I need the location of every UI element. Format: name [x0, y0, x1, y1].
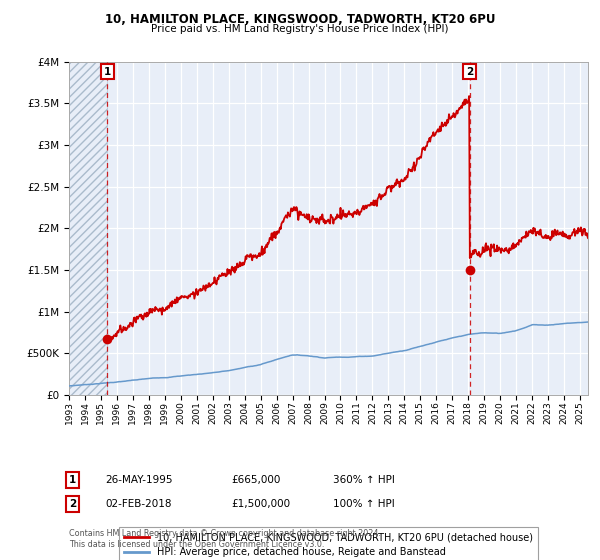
Text: Price paid vs. HM Land Registry's House Price Index (HPI): Price paid vs. HM Land Registry's House …	[151, 24, 449, 34]
Text: 360% ↑ HPI: 360% ↑ HPI	[333, 475, 395, 485]
Text: 2: 2	[466, 67, 473, 77]
Text: Contains HM Land Registry data © Crown copyright and database right 2024.
This d: Contains HM Land Registry data © Crown c…	[69, 529, 381, 549]
Text: 26-MAY-1995: 26-MAY-1995	[105, 475, 173, 485]
Text: 100% ↑ HPI: 100% ↑ HPI	[333, 499, 395, 509]
Text: 1: 1	[69, 475, 76, 485]
Bar	[69, 62, 107, 395]
Text: £1,500,000: £1,500,000	[231, 499, 290, 509]
Bar	[69, 62, 107, 395]
Text: £665,000: £665,000	[231, 475, 280, 485]
Text: 02-FEB-2018: 02-FEB-2018	[105, 499, 172, 509]
Legend: 10, HAMILTON PLACE, KINGSWOOD, TADWORTH, KT20 6PU (detached house), HPI: Average: 10, HAMILTON PLACE, KINGSWOOD, TADWORTH,…	[119, 526, 538, 560]
Text: 10, HAMILTON PLACE, KINGSWOOD, TADWORTH, KT20 6PU: 10, HAMILTON PLACE, KINGSWOOD, TADWORTH,…	[105, 13, 495, 26]
Text: 1: 1	[104, 67, 111, 77]
Text: 2: 2	[69, 499, 76, 509]
